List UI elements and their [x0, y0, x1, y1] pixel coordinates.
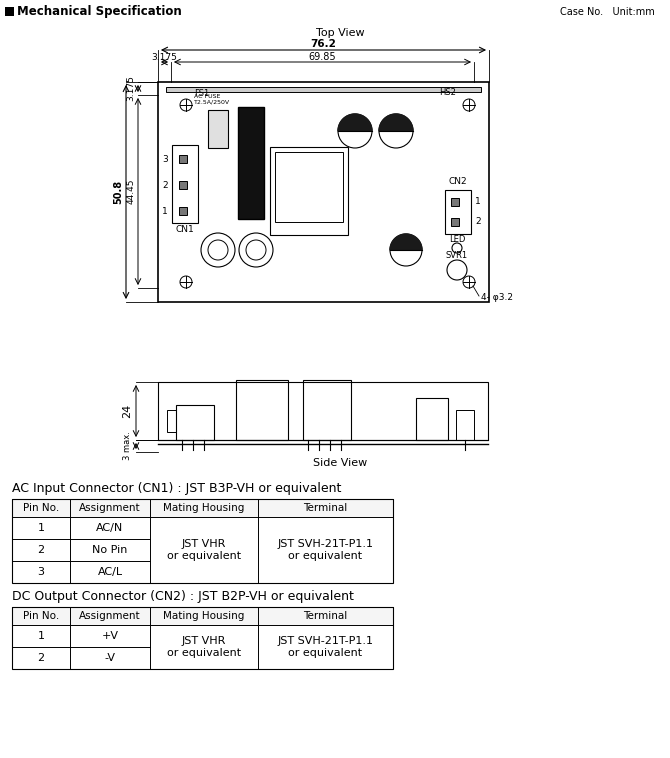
Text: 24: 24 — [122, 404, 132, 418]
Text: 3 max.: 3 max. — [123, 431, 131, 460]
Circle shape — [246, 240, 266, 260]
Text: 4- φ3.2: 4- φ3.2 — [481, 293, 513, 302]
Bar — [275, 152, 343, 222]
Text: JST SVH-21T-P1.1
or equivalent: JST SVH-21T-P1.1 or equivalent — [277, 636, 373, 658]
Text: FS1: FS1 — [194, 89, 209, 98]
Text: Case No.   Unit:mm: Case No. Unit:mm — [560, 7, 655, 17]
Text: CN2: CN2 — [449, 177, 467, 186]
Bar — [303, 380, 351, 440]
Bar — [451, 198, 459, 206]
Bar — [238, 107, 264, 219]
Text: Terminal: Terminal — [304, 611, 348, 621]
Bar — [12, 499, 393, 517]
Text: 1: 1 — [38, 523, 44, 533]
Bar — [208, 110, 228, 148]
Text: 1: 1 — [475, 198, 481, 206]
Bar — [270, 147, 348, 235]
Circle shape — [452, 243, 462, 253]
Text: Pin No.: Pin No. — [23, 611, 59, 621]
Circle shape — [208, 240, 228, 260]
Bar — [166, 87, 481, 92]
Bar — [158, 82, 489, 302]
Text: 2: 2 — [38, 653, 45, 663]
Text: Mating Housing: Mating Housing — [163, 503, 245, 513]
Text: 3: 3 — [162, 155, 168, 164]
Bar — [12, 607, 393, 625]
Text: JST VHR
or equivalent: JST VHR or equivalent — [167, 539, 241, 561]
Bar — [167, 410, 176, 432]
Bar — [456, 410, 474, 440]
Polygon shape — [390, 234, 422, 250]
Bar — [236, 380, 288, 440]
Text: LED: LED — [449, 234, 465, 243]
Bar — [416, 398, 448, 440]
Bar — [176, 405, 214, 440]
Text: HS2: HS2 — [439, 88, 456, 97]
Text: JST SVH-21T-P1.1
or equivalent: JST SVH-21T-P1.1 or equivalent — [277, 539, 373, 561]
Text: 50.8: 50.8 — [113, 180, 123, 204]
Text: Assignment: Assignment — [79, 611, 141, 621]
Text: 44.45: 44.45 — [127, 179, 135, 204]
Text: JST VHR
or equivalent: JST VHR or equivalent — [167, 636, 241, 658]
Bar — [179, 207, 187, 215]
Text: AC/N: AC/N — [96, 523, 124, 533]
Polygon shape — [379, 114, 413, 131]
Text: 2: 2 — [475, 218, 480, 227]
Text: Mating Housing: Mating Housing — [163, 611, 245, 621]
Text: No Pin: No Pin — [92, 545, 128, 555]
Text: Top View: Top View — [316, 28, 364, 38]
Text: 3.175: 3.175 — [151, 52, 178, 61]
Text: 1: 1 — [162, 206, 168, 215]
Text: 2: 2 — [38, 545, 45, 555]
Text: Mechanical Specification: Mechanical Specification — [17, 5, 182, 18]
Text: 3.175: 3.175 — [127, 76, 135, 102]
Text: Assignment: Assignment — [79, 503, 141, 513]
Text: -V: -V — [105, 653, 115, 663]
Bar — [179, 155, 187, 163]
Text: AC FUSE
T2.5A/250V: AC FUSE T2.5A/250V — [194, 94, 230, 105]
Bar — [172, 145, 198, 223]
Bar — [158, 382, 488, 440]
Text: AC/L: AC/L — [97, 567, 123, 577]
Text: Side View: Side View — [313, 458, 367, 468]
Text: DC Output Connector (CN2) : JST B2P-VH or equivalent: DC Output Connector (CN2) : JST B2P-VH o… — [12, 590, 354, 603]
Text: CN1: CN1 — [176, 225, 194, 234]
Text: AC Input Connector (CN1) : JST B3P-VH or equivalent: AC Input Connector (CN1) : JST B3P-VH or… — [12, 482, 342, 495]
Text: Terminal: Terminal — [304, 503, 348, 513]
Text: 69.85: 69.85 — [309, 52, 336, 62]
Bar — [12, 499, 393, 583]
Bar — [179, 181, 187, 189]
Text: 3: 3 — [38, 567, 44, 577]
Text: 76.2: 76.2 — [311, 39, 336, 49]
Text: Pin No.: Pin No. — [23, 503, 59, 513]
Text: SVR1: SVR1 — [446, 252, 468, 261]
Text: +V: +V — [101, 631, 119, 641]
Bar — [445, 190, 471, 234]
Bar — [451, 218, 459, 226]
Bar — [12, 607, 393, 669]
Text: 1: 1 — [38, 631, 44, 641]
Bar — [5, 7, 14, 16]
Polygon shape — [338, 114, 372, 131]
Text: 2: 2 — [162, 180, 168, 190]
